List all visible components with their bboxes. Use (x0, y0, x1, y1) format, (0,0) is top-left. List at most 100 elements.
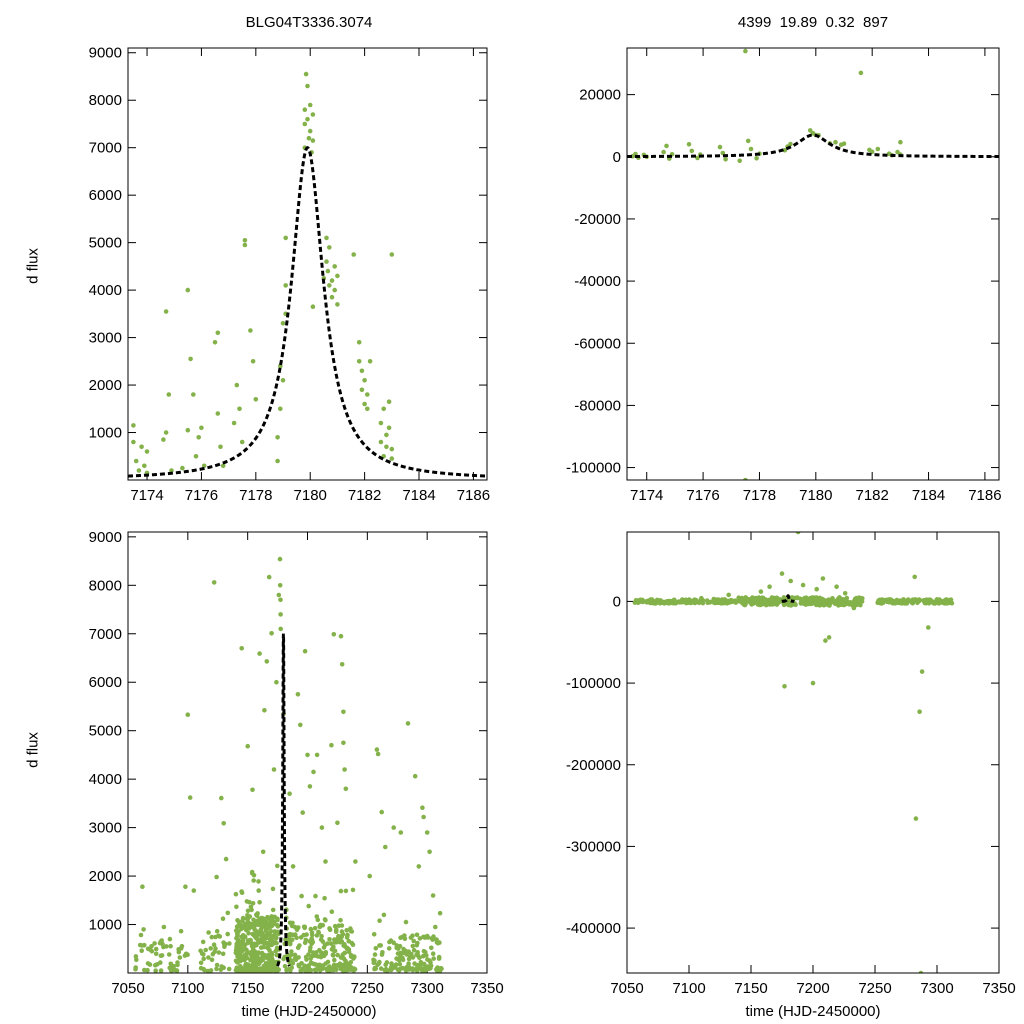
data-point (256, 888, 262, 893)
data-point (263, 933, 269, 938)
data-point (397, 957, 402, 963)
x-tick-label: 7100 (672, 980, 705, 997)
right-title: 4399 19.89 0.32 897 (737, 14, 889, 31)
data-point (367, 359, 373, 364)
data-point (343, 888, 349, 894)
x-tick-label: 7350 (470, 980, 503, 997)
x-tick-label: 7186 (457, 487, 490, 504)
data-point (305, 83, 310, 89)
data-point (311, 961, 317, 967)
data-point (216, 950, 222, 955)
data-point (256, 967, 261, 973)
data-point (388, 965, 394, 970)
data-point (145, 961, 151, 966)
x-tick-label: 7100 (171, 980, 204, 997)
y-tick-label: 7000 (89, 140, 122, 157)
data-point (834, 584, 839, 589)
data-point (257, 958, 262, 963)
data-point (314, 752, 320, 758)
panel-full-linear: 7050 7100 7150 7200 7250 7300 7350 1000 2000 3000… (89, 529, 504, 997)
data-point (381, 912, 387, 918)
data-point (227, 941, 232, 946)
data-point (323, 951, 329, 957)
data-point (733, 598, 738, 603)
data-point (187, 795, 193, 800)
data-point (823, 638, 828, 643)
data-point (302, 121, 308, 127)
data-point (252, 943, 258, 948)
data-point (233, 950, 239, 956)
data-point (164, 944, 169, 949)
data-point (318, 954, 324, 960)
y-tick-label: 20000 (579, 87, 621, 104)
data-point (422, 935, 428, 940)
panel-zoom-wide: 7174 7176 7178 7180 7182 7184 7186 -100000 -8000… (566, 47, 1002, 504)
y-tick-label: 5000 (89, 235, 122, 252)
data-point (404, 966, 410, 971)
data-point (926, 625, 931, 630)
data-point (266, 932, 272, 937)
data-point (221, 821, 226, 826)
y-tick-label: 3000 (89, 330, 122, 347)
data-point (356, 340, 362, 345)
data-point (153, 968, 158, 973)
data-point (335, 273, 340, 279)
data-point (417, 955, 422, 960)
data-point (415, 950, 421, 955)
data-point (389, 446, 395, 452)
data-point (776, 600, 781, 605)
data-point (144, 449, 150, 454)
data-point (253, 954, 258, 960)
data-point (816, 602, 822, 608)
y-tick-label: 2000 (89, 377, 122, 394)
data-point (175, 962, 180, 968)
data-point (795, 532, 801, 535)
data-point (201, 956, 206, 962)
y-tick-label: 2000 (89, 868, 122, 885)
x-tick-label: 7150 (734, 980, 767, 997)
data-point (837, 600, 843, 605)
data-point (700, 600, 706, 606)
y-tick-label: 8000 (89, 92, 122, 109)
data-point (142, 967, 147, 973)
data-point (695, 155, 700, 161)
data-point (292, 932, 298, 937)
data-point (219, 795, 224, 801)
data-point (300, 810, 306, 815)
data-point (166, 952, 172, 957)
data-point (278, 626, 284, 632)
data-point (212, 340, 218, 345)
data-point (383, 844, 388, 850)
data-point (331, 962, 337, 968)
data-point (257, 900, 262, 905)
data-point (275, 458, 280, 464)
data-point (949, 600, 955, 606)
data-point (391, 940, 397, 945)
data-point (398, 830, 404, 835)
data-point (352, 966, 358, 972)
data-point (239, 939, 245, 945)
data-point (237, 406, 242, 412)
data-point (317, 947, 322, 953)
data-point (307, 128, 313, 134)
data-point (269, 921, 274, 926)
data-point (166, 392, 172, 397)
data-point (178, 928, 184, 934)
data-point (141, 927, 146, 932)
data-point (133, 966, 138, 972)
data-point (338, 917, 343, 923)
data-point (330, 967, 336, 972)
y-tick-label: -60000 (574, 335, 621, 352)
data-point (286, 936, 292, 942)
data-point (275, 924, 281, 929)
data-point (664, 143, 669, 149)
data-point (214, 928, 220, 934)
data-point (431, 956, 437, 961)
data-point (405, 721, 411, 726)
data-point (905, 597, 911, 603)
data-point (233, 891, 239, 897)
data-point (743, 48, 748, 54)
data-point (376, 961, 381, 966)
data-point (758, 589, 764, 594)
